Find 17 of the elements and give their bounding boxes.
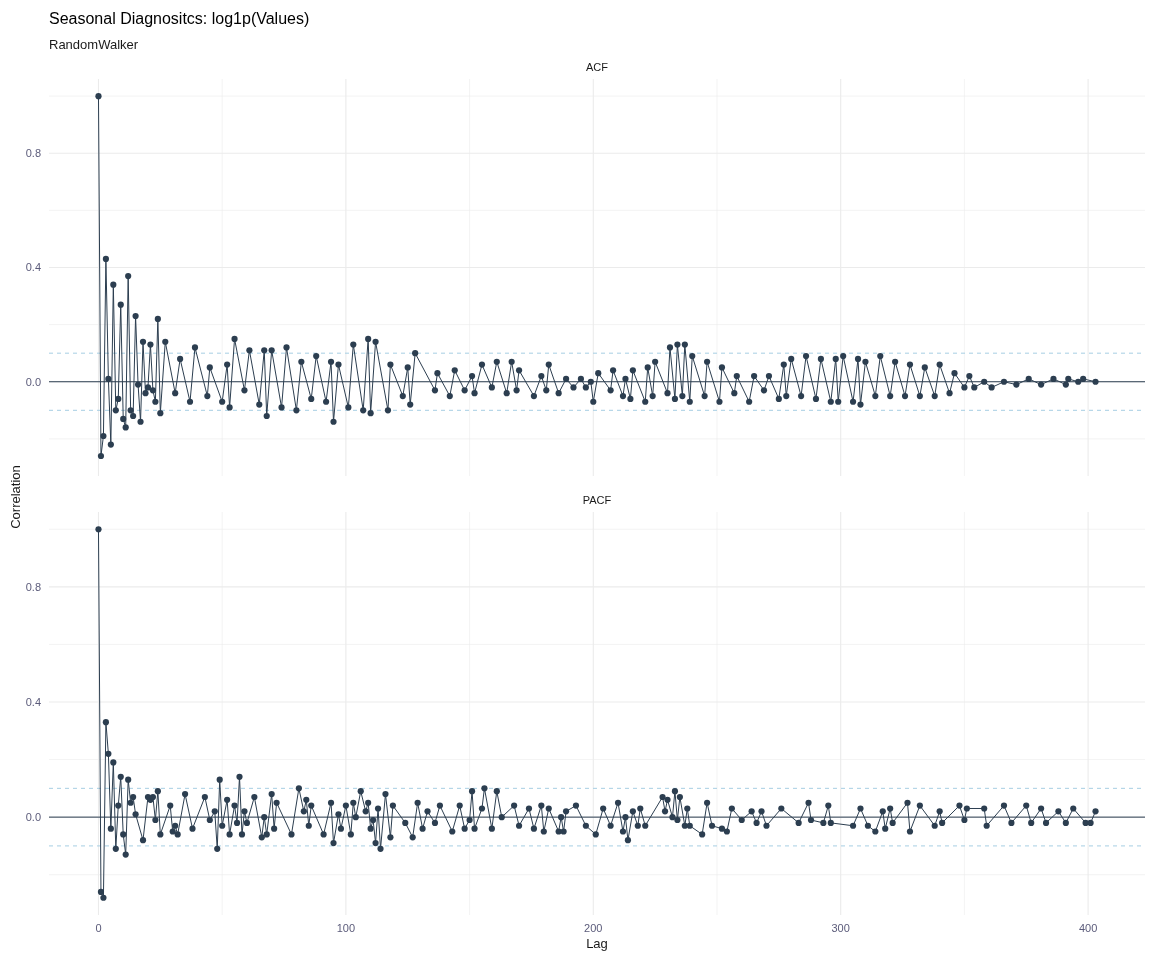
- chart-subtitle: RandomWalker: [49, 37, 139, 52]
- text: PACF: [582, 494, 612, 506]
- x-axis-title: Lag: [586, 936, 608, 951]
- x-tick-label: 300: [831, 922, 850, 934]
- y-tick-label: 0.4: [25, 261, 41, 274]
- y-tick-label: 0.8: [25, 580, 41, 593]
- y-axis-title: Correlation: [7, 465, 23, 529]
- x-tick-label: 0: [95, 922, 102, 934]
- y-tick-label: 0.8: [25, 147, 41, 160]
- y-tick-label: 0.0: [25, 375, 41, 388]
- y-tick-label: 0.0: [25, 810, 41, 823]
- text: ACF: [586, 61, 609, 73]
- x-tick-label: 100: [336, 922, 356, 934]
- x-tick-label: 200: [584, 922, 603, 934]
- y-tick-label: 0.4: [25, 695, 41, 708]
- chart-title: Seasonal Diagnositcs: log1p(Values): [49, 10, 310, 27]
- x-tick-label: 400: [1078, 922, 1098, 934]
